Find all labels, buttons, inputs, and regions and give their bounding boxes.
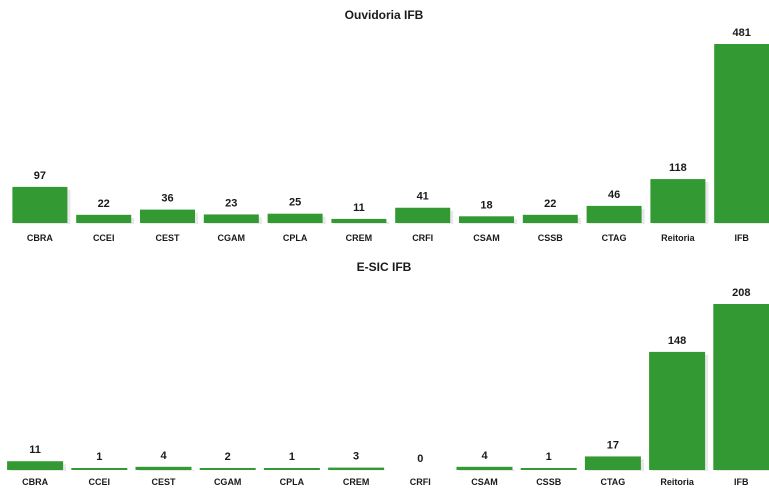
esic-value-label-cest: 4 bbox=[160, 450, 167, 462]
esic-bar-cpla bbox=[263, 468, 320, 470]
esic-chart-title: E-SIC IFB bbox=[357, 260, 412, 274]
esic-bar-cbra bbox=[7, 461, 64, 470]
esic-value-label-reitoria: 148 bbox=[668, 335, 686, 347]
esic-value-label-ifb: 208 bbox=[732, 287, 750, 299]
ouvidoria-chart: Ouvidoria IFB 97 CBRA 22 CCEI 36 CEST 23 CGAM 25… bbox=[12, 8, 769, 243]
ouvidoria-category-label-reitoria: Reitoria bbox=[661, 233, 696, 243]
esic-category-label-ccei: CCEI bbox=[89, 477, 111, 487]
esic-category-label-csam: CSAM bbox=[471, 477, 498, 487]
ouvidoria-category-label-crfi: CRFI bbox=[412, 233, 433, 243]
ouvidoria-bar-cpla bbox=[267, 213, 323, 223]
ouvidoria-category-label-ctag: CTAG bbox=[602, 233, 627, 243]
ouvidoria-category-label-csam: CSAM bbox=[473, 233, 500, 243]
ouvidoria-bar-ifb bbox=[714, 44, 769, 223]
ouvidoria-category-label-cest: CEST bbox=[155, 233, 180, 243]
esic-category-label-ifb: IFB bbox=[734, 477, 749, 487]
esic-bar-ccei bbox=[71, 468, 128, 470]
esic-bar-ctag bbox=[584, 456, 641, 470]
esic-bar-shadow-cest bbox=[138, 469, 195, 471]
ouvidoria-value-label-cest: 36 bbox=[161, 193, 173, 205]
esic-value-label-cgam: 2 bbox=[225, 451, 231, 463]
ouvidoria-bar-reitoria bbox=[650, 179, 706, 223]
esic-category-label-cssb: CSSB bbox=[536, 477, 562, 487]
ouvidoria-chart-title: Ouvidoria IFB bbox=[345, 8, 424, 22]
ouvidoria-value-label-crfi: 41 bbox=[417, 191, 429, 203]
esic-category-label-reitoria: Reitoria bbox=[660, 477, 695, 487]
esic-value-label-cpla: 1 bbox=[289, 451, 295, 463]
esic-value-label-cssb: 1 bbox=[546, 451, 552, 463]
esic-value-label-ccei: 1 bbox=[96, 451, 102, 463]
ouvidoria-category-label-ifb: IFB bbox=[734, 233, 749, 243]
esic-bar-ifb bbox=[713, 304, 769, 470]
ouvidoria-category-label-cbra: CBRA bbox=[27, 233, 53, 243]
ouvidoria-value-label-ctag: 46 bbox=[608, 189, 620, 201]
esic-value-label-csam: 4 bbox=[481, 450, 488, 462]
ouvidoria-value-label-cssb: 22 bbox=[544, 198, 556, 210]
esic-bar-cssb bbox=[520, 468, 577, 470]
esic-category-label-cpla: CPLA bbox=[280, 477, 305, 487]
esic-bar-shadow-csam bbox=[459, 469, 516, 471]
ouvidoria-bar-ccei bbox=[76, 214, 132, 223]
ouvidoria-category-label-cpla: CPLA bbox=[283, 233, 308, 243]
esic-value-label-crem: 3 bbox=[353, 451, 359, 463]
esic-value-label-cbra: 11 bbox=[29, 444, 41, 456]
esic-bar-csam bbox=[456, 466, 513, 470]
esic-bar-cest bbox=[135, 466, 192, 470]
ouvidoria-category-label-cgam: CGAM bbox=[218, 233, 246, 243]
esic-category-label-cgam: CGAM bbox=[214, 477, 242, 487]
esic-category-label-ctag: CTAG bbox=[600, 477, 625, 487]
ouvidoria-value-label-ifb: 481 bbox=[733, 27, 751, 39]
ouvidoria-bar-cgam bbox=[203, 214, 259, 223]
ouvidoria-category-label-cssb: CSSB bbox=[538, 233, 564, 243]
esic-bar-crem bbox=[328, 467, 385, 470]
ouvidoria-value-label-cbra: 97 bbox=[34, 170, 46, 182]
esic-bar-reitoria bbox=[649, 351, 706, 470]
ouvidoria-bar-cbra bbox=[12, 186, 68, 223]
esic-category-label-crfi: CRFI bbox=[410, 477, 431, 487]
ouvidoria-value-label-csam: 18 bbox=[480, 199, 492, 211]
esic-value-label-crfi: 0 bbox=[417, 453, 423, 465]
ouvidoria-bar-csam bbox=[459, 216, 514, 223]
ouvidoria-value-label-cpla: 25 bbox=[289, 197, 301, 209]
esic-chart: E-SIC IFB 11 CBRA 1 CCEI 4 CEST 2 CGAM 1 CPLA 3 CRE… bbox=[7, 260, 769, 487]
esic-category-label-cbra: CBRA bbox=[22, 477, 48, 487]
ouvidoria-value-label-cgam: 23 bbox=[225, 197, 237, 209]
ouvidoria-category-label-ccei: CCEI bbox=[93, 233, 115, 243]
ouvidoria-category-label-crem: CREM bbox=[346, 233, 373, 243]
ouvidoria-value-label-crem: 11 bbox=[353, 202, 365, 214]
ouvidoria-value-label-ccei: 22 bbox=[98, 198, 110, 210]
ouvidoria-bar-crem bbox=[331, 218, 387, 223]
ouvidoria-value-label-reitoria: 118 bbox=[669, 162, 687, 174]
esic-category-label-cest: CEST bbox=[151, 477, 176, 487]
esic-value-label-ctag: 17 bbox=[607, 439, 619, 451]
ouvidoria-bar-cest bbox=[140, 209, 195, 223]
ouvidoria-bar-ctag bbox=[586, 205, 642, 223]
esic-bar-cgam bbox=[199, 468, 256, 470]
esic-category-label-crem: CREM bbox=[343, 477, 370, 487]
ouvidoria-bar-cssb bbox=[522, 214, 578, 223]
ouvidoria-bar-crfi bbox=[395, 207, 451, 223]
